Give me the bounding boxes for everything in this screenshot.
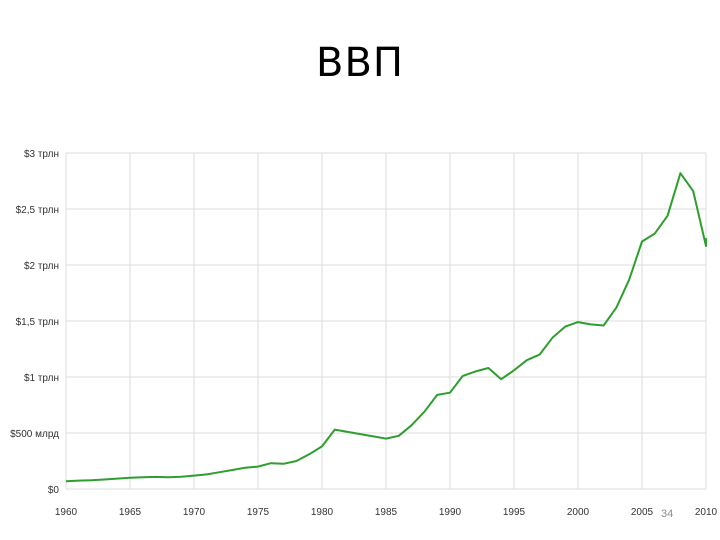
- y-tick-label: $0: [48, 485, 60, 496]
- x-tick-label: 1995: [503, 507, 526, 518]
- x-tick-label: 2005: [631, 507, 654, 518]
- x-tick-label: 1965: [119, 507, 142, 518]
- y-tick-label: $2 трлн: [24, 261, 59, 272]
- chart-series: [65, 172, 707, 483]
- x-tick-label: 2010: [695, 507, 718, 518]
- x-tick-label: 1960: [55, 507, 78, 518]
- y-tick-label: $1,5 трлн: [16, 317, 59, 328]
- y-tick-label: $3 трлн: [24, 149, 59, 160]
- page-number: 34: [661, 508, 674, 520]
- slide-title: ВВП: [316, 40, 404, 86]
- x-tick-label: 1990: [439, 507, 462, 518]
- x-tick-label: 1970: [183, 507, 206, 518]
- x-axis-ticks: 1960 1965 1970 1975 1980 1985 1990 1995 2000 2005…: [55, 507, 718, 518]
- x-tick-label: 1975: [247, 507, 270, 518]
- x-tick-label: 2000: [567, 507, 590, 518]
- y-tick-label: $2,5 трлн: [16, 205, 59, 216]
- y-axis-ticks: $0 $500 млрд $1 трлн $1,5 трлн $2 трлн $2,5 т…: [10, 149, 59, 496]
- chart-grid: [65, 152, 707, 490]
- y-tick-label: $500 млрд: [10, 429, 59, 440]
- x-tick-label: 1985: [375, 507, 398, 518]
- y-tick-label: $1 трлн: [24, 373, 59, 384]
- gdp-series-line: [65, 172, 707, 483]
- x-tick-label: 1980: [311, 507, 334, 518]
